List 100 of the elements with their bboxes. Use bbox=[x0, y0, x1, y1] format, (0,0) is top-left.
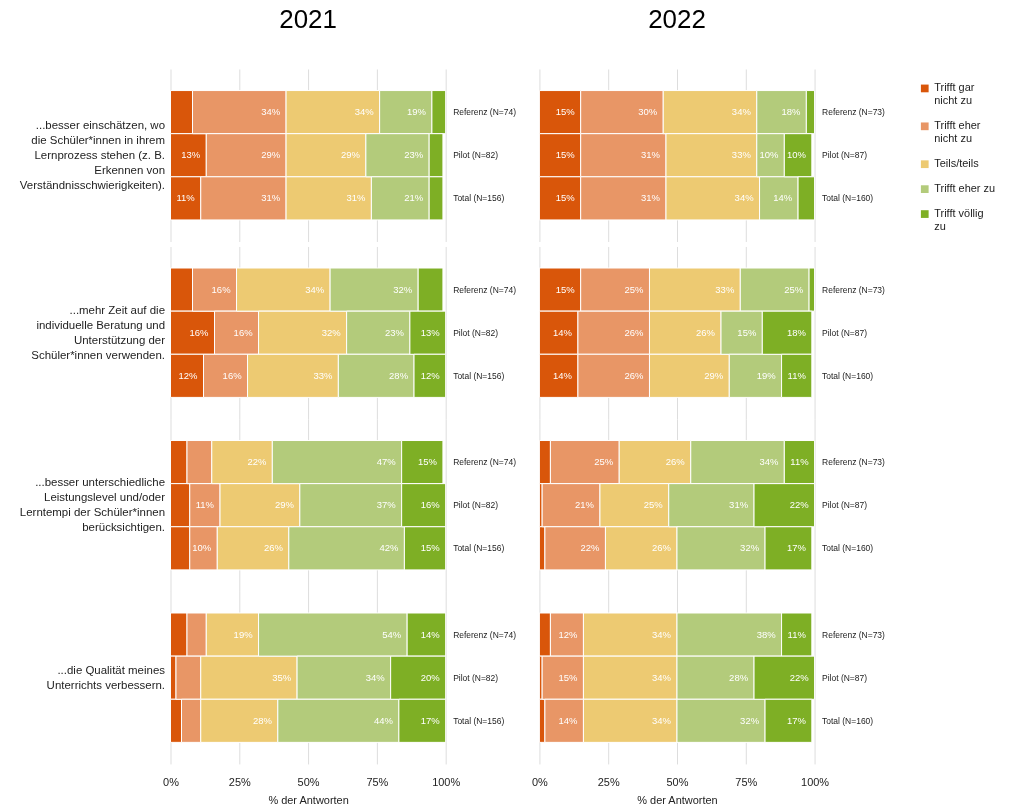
data-label: 25% bbox=[594, 456, 614, 468]
x-tick-label: 100% bbox=[432, 776, 461, 789]
data-label: 14% bbox=[552, 369, 573, 381]
data-label: 33% bbox=[313, 369, 333, 381]
data-label: 34% bbox=[305, 283, 325, 295]
data-label: 18% bbox=[781, 106, 801, 118]
y-tick-label: Referenz (N=73) bbox=[822, 629, 886, 640]
data-label: 28% bbox=[729, 671, 749, 683]
data-label: 32% bbox=[393, 283, 413, 295]
data-label: 15% bbox=[737, 326, 757, 338]
data-label: 15% bbox=[558, 671, 579, 683]
data-label: 11% bbox=[195, 499, 215, 511]
data-label: 13% bbox=[181, 149, 201, 161]
data-label: 28% bbox=[252, 714, 273, 726]
y-tick-label: Pilot (N=87) bbox=[822, 150, 868, 161]
data-label: 15% bbox=[420, 542, 441, 554]
data-label: 21% bbox=[404, 192, 424, 204]
data-label: 12% bbox=[178, 369, 199, 381]
data-label: 13% bbox=[420, 326, 441, 338]
data-label: 30% bbox=[638, 106, 658, 118]
y-tick-label: Total (N=160) bbox=[822, 543, 874, 554]
y-tick-label: Total (N=156) bbox=[453, 715, 505, 726]
legend-label: Teils/teils bbox=[934, 157, 980, 170]
data-label: 37% bbox=[376, 499, 397, 511]
data-label: 12% bbox=[420, 369, 441, 381]
data-label: 25% bbox=[643, 499, 664, 511]
data-label: 11% bbox=[787, 369, 807, 381]
y-tick-label: Referenz (N=73) bbox=[822, 107, 886, 118]
data-label: 34% bbox=[261, 106, 281, 118]
data-label: 29% bbox=[340, 149, 361, 161]
data-label: 15% bbox=[417, 456, 438, 468]
data-label: 17% bbox=[786, 542, 807, 554]
data-label: 26% bbox=[263, 542, 284, 554]
y-tick-label: Total (N=160) bbox=[822, 370, 874, 381]
data-label: 28% bbox=[389, 369, 409, 381]
data-label: 21% bbox=[575, 499, 595, 511]
data-label: 15% bbox=[555, 106, 576, 118]
data-label: 33% bbox=[731, 149, 752, 161]
x-axis-title: % der Antworten bbox=[637, 794, 718, 807]
x-tick-label: 25% bbox=[228, 776, 251, 789]
y-tick-label: Pilot (N=82) bbox=[453, 150, 499, 161]
y-tick-label: Pilot (N=82) bbox=[453, 500, 499, 511]
data-label: 34% bbox=[354, 106, 375, 118]
data-label: 19% bbox=[756, 369, 777, 381]
data-label: 11% bbox=[787, 628, 807, 640]
data-label: 22% bbox=[247, 456, 267, 468]
data-label: 29% bbox=[261, 149, 281, 161]
data-label: 34% bbox=[652, 714, 672, 726]
data-label: 16% bbox=[420, 499, 441, 511]
data-label: 26% bbox=[652, 542, 672, 554]
data-label: 26% bbox=[696, 326, 716, 338]
legend-label: Trifft völlig zu bbox=[934, 207, 984, 233]
data-label: 32% bbox=[740, 714, 760, 726]
data-label: 34% bbox=[652, 628, 672, 640]
data-label: 26% bbox=[665, 456, 686, 468]
y-tick-label: Total (N=160) bbox=[822, 715, 874, 726]
y-tick-label: Referenz (N=73) bbox=[822, 284, 886, 295]
data-label: 11% bbox=[790, 456, 810, 468]
x-tick-label: 75% bbox=[735, 776, 758, 789]
data-label: 35% bbox=[272, 671, 292, 683]
data-label: 32% bbox=[740, 542, 760, 554]
data-label: 10% bbox=[192, 542, 212, 554]
legend-label: Trifft eher nicht zu bbox=[934, 119, 981, 145]
data-label: 12% bbox=[558, 628, 579, 640]
data-label: 14% bbox=[558, 714, 579, 726]
data-label: 32% bbox=[321, 326, 342, 338]
data-label: 14% bbox=[773, 192, 793, 204]
data-label: 14% bbox=[552, 326, 573, 338]
data-label: 38% bbox=[756, 628, 777, 640]
data-label: 25% bbox=[624, 283, 645, 295]
data-label: 25% bbox=[784, 283, 804, 295]
data-label: 29% bbox=[274, 499, 295, 511]
y-tick-label: Total (N=156) bbox=[453, 543, 505, 554]
y-tick-label: Referenz (N=74) bbox=[453, 457, 517, 468]
data-label: 54% bbox=[382, 628, 402, 640]
y-tick-label: Referenz (N=74) bbox=[453, 629, 517, 640]
y-tick-label: Pilot (N=82) bbox=[453, 672, 499, 683]
data-label: 20% bbox=[420, 671, 441, 683]
y-tick-label: Referenz (N=74) bbox=[453, 107, 517, 118]
y-axis-title: ...die Qualität meines Unterrichts verbessern. bbox=[46, 663, 166, 691]
data-label: 19% bbox=[233, 628, 254, 640]
data-label: 22% bbox=[789, 499, 810, 511]
y-tick-label: Total (N=160) bbox=[822, 193, 874, 204]
y-tick-label: Total (N=156) bbox=[453, 193, 505, 204]
data-label: 23% bbox=[384, 326, 405, 338]
data-label: 42% bbox=[379, 542, 399, 554]
data-label: 26% bbox=[624, 369, 645, 381]
data-label: 34% bbox=[734, 192, 755, 204]
x-axis-title: % der Antworten bbox=[268, 794, 349, 807]
data-label: 31% bbox=[346, 192, 366, 204]
data-label: 22% bbox=[580, 542, 601, 554]
data-label: 34% bbox=[365, 671, 386, 683]
data-label: 11% bbox=[176, 192, 196, 204]
x-tick-label: 100% bbox=[801, 776, 830, 789]
chart-title: 2022 bbox=[648, 5, 706, 34]
data-label: 26% bbox=[624, 326, 645, 338]
data-label: 15% bbox=[555, 149, 576, 161]
x-tick-label: 0% bbox=[531, 776, 549, 789]
y-tick-label: Pilot (N=87) bbox=[822, 672, 868, 683]
data-label: 15% bbox=[555, 283, 576, 295]
